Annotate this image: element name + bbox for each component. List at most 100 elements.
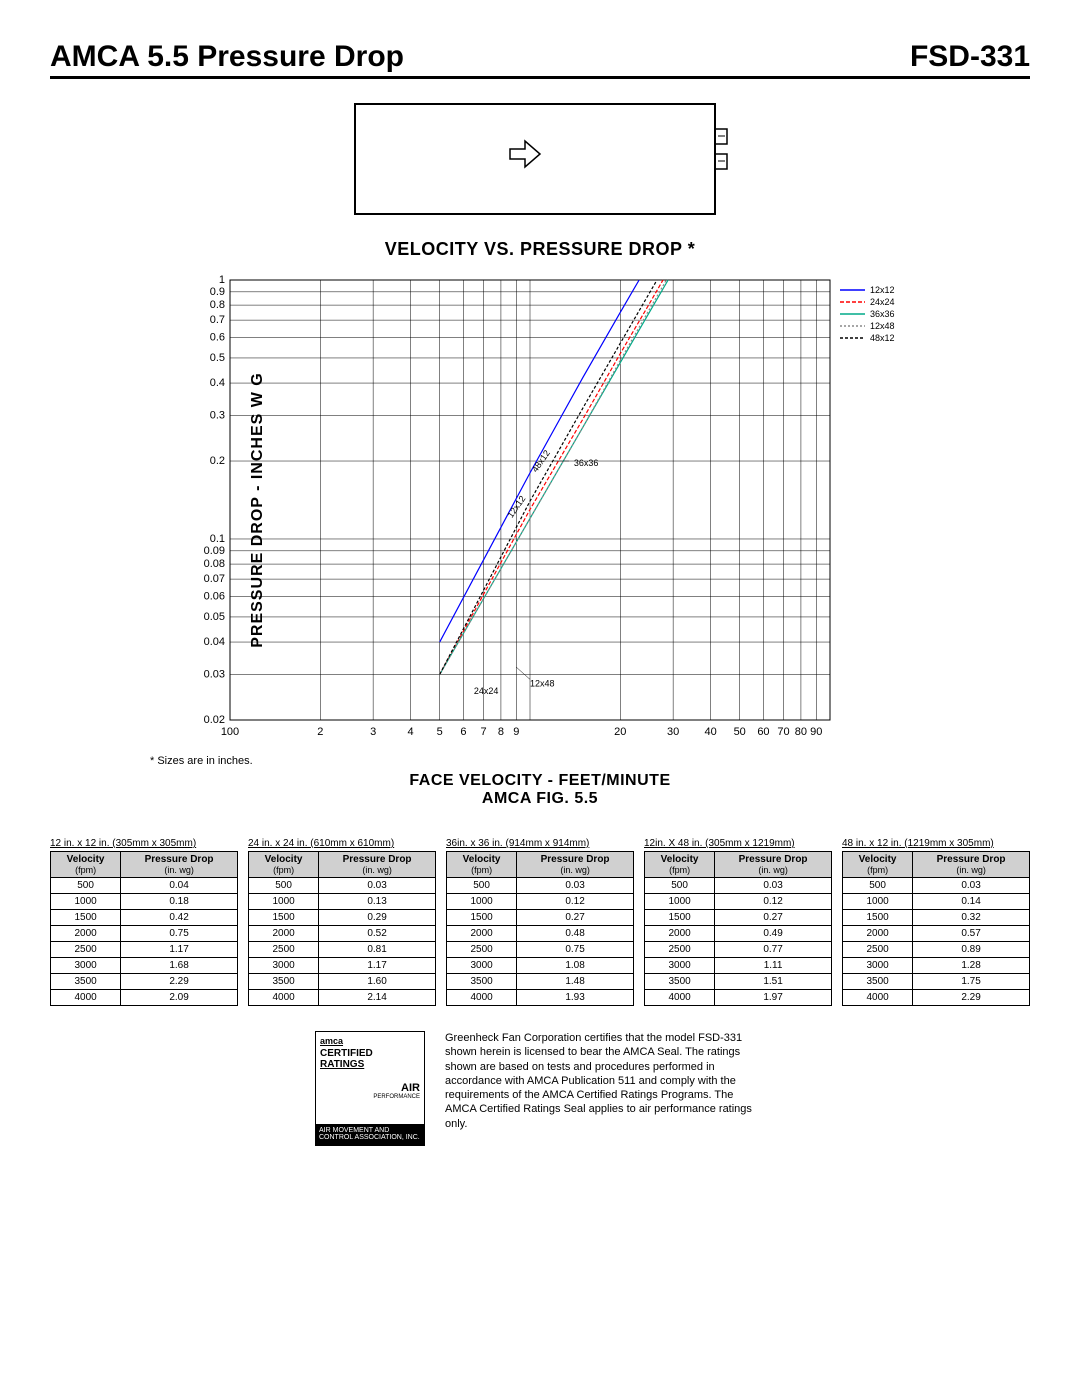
svg-text:60: 60 (757, 726, 769, 738)
svg-text:0.2: 0.2 (210, 455, 225, 467)
table-cell: 1.75 (913, 974, 1030, 990)
table-cell: 0.04 (121, 878, 238, 894)
table-cell: 0.29 (319, 910, 436, 926)
table-row: 20000.57 (843, 926, 1030, 942)
badge-perf: PERFORMANCE (320, 1094, 420, 1100)
table-cell: 1.68 (121, 958, 238, 974)
table-cell: 1000 (645, 894, 715, 910)
table-cell: 500 (249, 878, 319, 894)
table-cell: 0.12 (715, 894, 832, 910)
table-cell: 3000 (447, 958, 517, 974)
table-cell: 1500 (447, 910, 517, 926)
table-cell: 1.17 (319, 958, 436, 974)
data-table: 12 in. x 12 in. (305mm x 305mm)Velocity(… (50, 838, 238, 1006)
table-cell: 1.51 (715, 974, 832, 990)
table-cell: 0.48 (517, 926, 634, 942)
col-pressure: Pressure Drop(in. wg) (913, 852, 1030, 878)
badge-air: AIR (320, 1082, 420, 1094)
table-cell: 1000 (249, 894, 319, 910)
certification-text: Greenheck Fan Corporation certifies that… (445, 1031, 765, 1131)
table-cell: 500 (645, 878, 715, 894)
table-cell: 0.89 (913, 942, 1030, 958)
table-cell: 1000 (51, 894, 121, 910)
svg-text:7: 7 (480, 726, 486, 738)
yaxis-label: PRESSURE DROP - INCHES W G (249, 372, 267, 648)
table-cell: 3000 (645, 958, 715, 974)
svg-text:100: 100 (221, 726, 239, 738)
table-row: 40001.93 (447, 990, 634, 1006)
table-row: 5000.04 (51, 878, 238, 894)
table-row: 15000.29 (249, 910, 436, 926)
table-row: 30001.28 (843, 958, 1030, 974)
svg-text:0.3: 0.3 (210, 409, 225, 421)
table-cell: 1.28 (913, 958, 1030, 974)
svg-text:1: 1 (219, 274, 225, 286)
table-cell: 2000 (843, 926, 913, 942)
col-pressure: Pressure Drop(in. wg) (715, 852, 832, 878)
table-cell: 2000 (645, 926, 715, 942)
table-cell: 0.77 (715, 942, 832, 958)
table-cell: 3500 (249, 974, 319, 990)
table-row: 35001.60 (249, 974, 436, 990)
table-row: 35001.75 (843, 974, 1030, 990)
table-cell: 1.93 (517, 990, 634, 1006)
table-cell: 1000 (447, 894, 517, 910)
table-cell: 1500 (249, 910, 319, 926)
table-cell: 0.12 (517, 894, 634, 910)
table-row: 25001.17 (51, 942, 238, 958)
table-cell: 1.11 (715, 958, 832, 974)
table-cell: 1500 (51, 910, 121, 926)
table-row: 40002.14 (249, 990, 436, 1006)
svg-text:30: 30 (667, 726, 679, 738)
table-cell: 2500 (51, 942, 121, 958)
table-cell: 0.27 (517, 910, 634, 926)
table-cell: 3500 (843, 974, 913, 990)
svg-text:0.1: 0.1 (210, 533, 225, 545)
table-cell: 500 (843, 878, 913, 894)
table-cell: 0.03 (517, 878, 634, 894)
svg-text:0.08: 0.08 (204, 558, 225, 570)
table-cell: 0.75 (517, 942, 634, 958)
table-cell: 3000 (51, 958, 121, 974)
table-cell: 0.03 (715, 878, 832, 894)
table-cell: 2.14 (319, 990, 436, 1006)
amca-badge: amca CERTIFIED RATINGS AIR PERFORMANCE A… (315, 1031, 425, 1146)
svg-text:24x24: 24x24 (474, 686, 499, 696)
table-cell: 2500 (249, 942, 319, 958)
svg-text:12x48: 12x48 (530, 678, 555, 688)
table-row: 5000.03 (645, 878, 832, 894)
svg-text:12x12: 12x12 (870, 285, 895, 295)
table-row: 25000.89 (843, 942, 1030, 958)
table-cell: 2500 (843, 942, 913, 958)
col-pressure: Pressure Drop(in. wg) (517, 852, 634, 878)
table-row: 35002.29 (51, 974, 238, 990)
svg-text:0.09: 0.09 (204, 545, 225, 557)
svg-text:20: 20 (614, 726, 626, 738)
table-cell: 0.03 (913, 878, 1030, 894)
badge-org: AIR MOVEMENT AND CONTROL ASSOCIATION, IN… (316, 1124, 424, 1145)
table-cell: 1500 (645, 910, 715, 926)
table-row: 10000.12 (645, 894, 832, 910)
table-row: 20000.52 (249, 926, 436, 942)
svg-text:70: 70 (777, 726, 789, 738)
table-cell: 3500 (51, 974, 121, 990)
svg-text:0.06: 0.06 (204, 590, 225, 602)
table-cell: 0.42 (121, 910, 238, 926)
table-cell: 2000 (51, 926, 121, 942)
table-cell: 3000 (249, 958, 319, 974)
table-cell: 3500 (645, 974, 715, 990)
table-row: 40001.97 (645, 990, 832, 1006)
damper-diagram (350, 99, 730, 219)
svg-text:0.6: 0.6 (210, 331, 225, 343)
col-velocity: Velocity(fpm) (249, 852, 319, 878)
table-row: 5000.03 (843, 878, 1030, 894)
table-cell: 0.52 (319, 926, 436, 942)
svg-text:48x12: 48x12 (870, 333, 895, 343)
table-row: 20000.75 (51, 926, 238, 942)
svg-text:12x48: 12x48 (870, 321, 895, 331)
table-cell: 0.75 (121, 926, 238, 942)
table-cell: 1000 (843, 894, 913, 910)
table-row: 10000.14 (843, 894, 1030, 910)
table-cell: 1.17 (121, 942, 238, 958)
svg-text:80: 80 (795, 726, 807, 738)
